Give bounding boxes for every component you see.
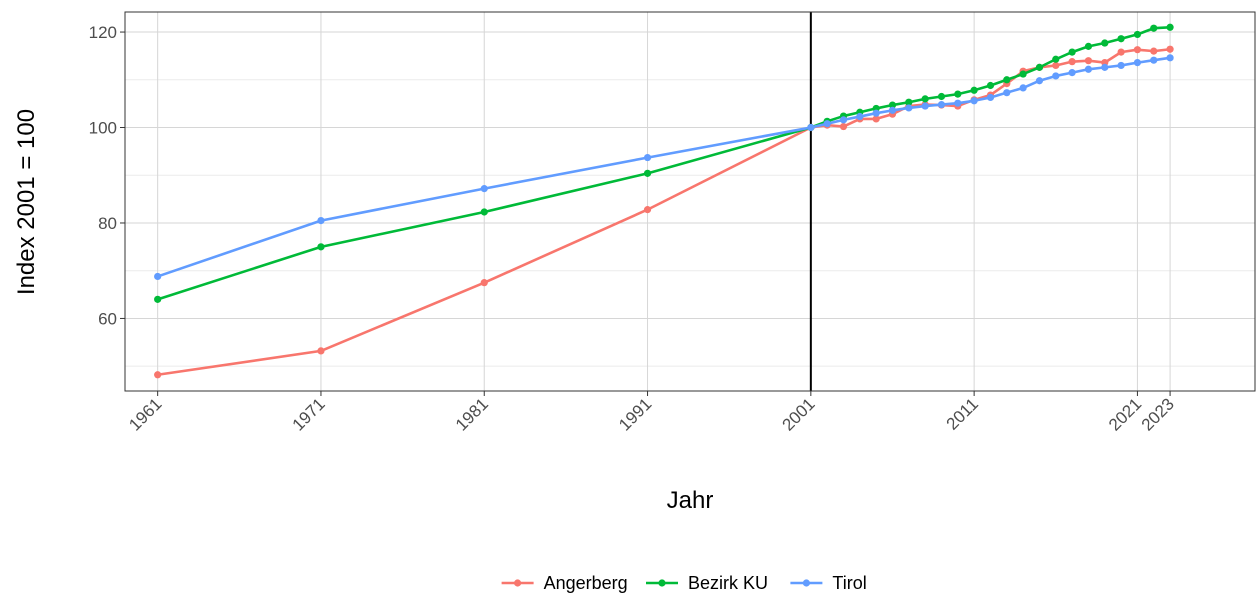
data-point [1117, 48, 1125, 56]
data-point [480, 279, 488, 287]
x-tick-label: 1971 [289, 394, 329, 434]
data-point [839, 122, 848, 131]
x-tick-label: 2021 [1105, 394, 1145, 434]
data-point [1003, 76, 1011, 84]
data-point [1133, 30, 1142, 39]
tick-labels: 60 80 100 120 1961 1971 1981 1991 2001 2011 202120… [89, 23, 1178, 435]
data-point [1166, 54, 1174, 62]
data-point [643, 169, 652, 177]
data-point [1084, 65, 1093, 73]
data-point [1019, 70, 1027, 78]
legend-label: Bezirk KU [688, 573, 768, 593]
x-tick-label: 1981 [452, 394, 492, 434]
legend-label: Tirol [832, 573, 866, 593]
data-point [1035, 63, 1044, 71]
legend: Angerberg Bezirk KU Tirol [501, 573, 867, 593]
data-point [1052, 72, 1060, 80]
y-tick-label: 120 [89, 23, 117, 42]
data-point [1052, 55, 1060, 63]
data-point [1150, 47, 1158, 55]
legend-key-point [802, 579, 811, 587]
y-axis-title: Index 2001 = 100 [13, 109, 40, 295]
data-point [480, 208, 488, 216]
data-point [1101, 63, 1109, 71]
x-tick-label: 2023 [1138, 394, 1178, 434]
data-point [921, 102, 929, 110]
data-point [1019, 84, 1027, 92]
data-point [1117, 35, 1125, 43]
data-point [807, 123, 815, 132]
data-point [856, 112, 864, 121]
data-point [839, 116, 848, 124]
data-point [1166, 23, 1174, 31]
data-point [872, 109, 880, 117]
data-point [317, 243, 325, 251]
series-line-angerberg [157, 47, 1171, 377]
x-tick-label: 2011 [943, 394, 982, 433]
y-tick-label: 60 [98, 309, 117, 328]
legend-key-point [658, 579, 666, 587]
data-point [1084, 57, 1093, 65]
data-point [1150, 24, 1158, 32]
data-point [1068, 48, 1076, 56]
data-point [1133, 46, 1142, 54]
data-point [921, 95, 929, 103]
data-point [317, 347, 325, 355]
data-point [986, 93, 995, 102]
data-point [1133, 58, 1142, 67]
x-tick-label: 1961 [125, 394, 165, 434]
legend-item: Angerberg [501, 573, 628, 593]
data-point [937, 101, 946, 109]
data-point [154, 295, 162, 303]
series-group [154, 23, 1174, 379]
data-point [1117, 61, 1125, 70]
data-point [1068, 58, 1076, 66]
data-point [1150, 56, 1158, 64]
legend-item: Bezirk KU [646, 573, 768, 593]
data-point [872, 115, 880, 123]
data-point [1035, 77, 1044, 85]
data-point [154, 272, 162, 281]
series-line-bezirk-ku [157, 25, 1171, 301]
x-axis-title: Jahr [667, 487, 714, 514]
data-point [1068, 69, 1076, 77]
legend-key-point [514, 579, 522, 587]
data-point [1166, 45, 1174, 53]
panel-border [124, 11, 1256, 392]
data-point [480, 185, 488, 193]
y-tick-label: 80 [98, 214, 117, 233]
data-point [954, 99, 962, 107]
data-point [905, 98, 913, 106]
data-point [1052, 61, 1060, 70]
legend-label: Angerberg [544, 573, 628, 593]
data-point [954, 90, 962, 98]
data-point [888, 101, 897, 109]
y-tick-label: 100 [89, 119, 117, 138]
data-point [1003, 89, 1011, 97]
x-tick-label: 2001 [778, 394, 818, 434]
data-point [823, 120, 831, 128]
data-point [970, 86, 978, 94]
x-tick-label: 1991 [615, 394, 655, 434]
legend-item: Tirol [790, 573, 867, 593]
data-point [888, 106, 897, 114]
data-point [643, 206, 652, 214]
data-point [970, 97, 978, 105]
data-point [317, 216, 325, 225]
data-point [1101, 39, 1109, 47]
data-point [154, 371, 162, 379]
data-point [986, 81, 995, 90]
axes [120, 11, 1256, 396]
series-line-tirol [157, 56, 1171, 278]
data-point [905, 104, 913, 112]
data-point [937, 92, 946, 101]
data-point [643, 153, 652, 162]
data-point [1084, 42, 1093, 50]
